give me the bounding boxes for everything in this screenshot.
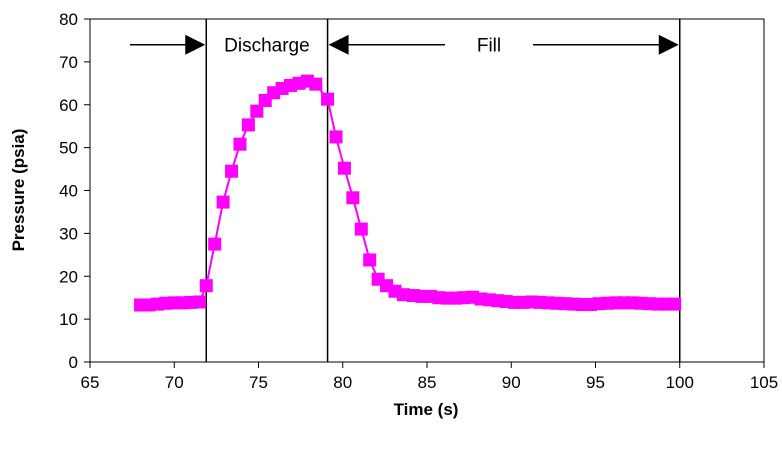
y-tick-label: 40 (59, 182, 78, 201)
x-tick-label: 85 (418, 373, 437, 392)
data-point (199, 279, 213, 293)
x-tick-label: 80 (333, 373, 352, 392)
x-tick-label: 65 (81, 373, 100, 392)
x-tick-label: 90 (502, 373, 521, 392)
data-point (216, 195, 230, 209)
data-point (309, 77, 323, 91)
arrowhead-right (185, 34, 206, 55)
arrowhead-right (658, 34, 679, 55)
phase-annotations: Discharge Fill (130, 34, 679, 57)
y-tick-label: 80 (59, 10, 78, 29)
y-axis: 0 10 20 30 40 50 60 70 80 (59, 10, 90, 372)
y-tick-label: 70 (59, 53, 78, 72)
y-axis-title: Pressure (psia) (9, 129, 28, 252)
data-point (233, 137, 247, 151)
data-point (193, 295, 207, 309)
x-tick-label: 105 (750, 373, 778, 392)
x-tick-label: 95 (586, 373, 605, 392)
data-point (396, 288, 410, 302)
x-axis-title: Time (s) (394, 400, 459, 419)
data-point (346, 191, 360, 205)
y-tick-label: 60 (59, 96, 78, 115)
series-line (140, 80, 675, 306)
pressure-series (134, 74, 682, 312)
data-point (250, 104, 264, 118)
data-point (329, 130, 343, 144)
data-point (363, 253, 377, 267)
y-tick-label: 30 (59, 224, 78, 243)
x-tick-label: 75 (249, 373, 268, 392)
data-point (208, 237, 222, 251)
data-point (337, 161, 351, 175)
x-tick-label: 100 (666, 373, 694, 392)
y-tick-label: 50 (59, 139, 78, 158)
data-point (321, 92, 335, 106)
x-tick-label: 70 (165, 373, 184, 392)
y-tick-label: 0 (69, 353, 78, 372)
fill-label: Fill (477, 36, 501, 57)
data-point (668, 297, 682, 311)
y-tick-label: 10 (59, 310, 78, 329)
data-point (225, 164, 239, 178)
arrowhead-left (328, 34, 349, 55)
data-point (354, 222, 368, 236)
discharge-label: Discharge (224, 36, 310, 57)
data-point (241, 118, 255, 132)
y-tick-label: 20 (59, 267, 78, 286)
phase-boundaries (205, 19, 681, 362)
x-axis: 65 70 75 80 85 90 95 100 105 (81, 362, 778, 392)
